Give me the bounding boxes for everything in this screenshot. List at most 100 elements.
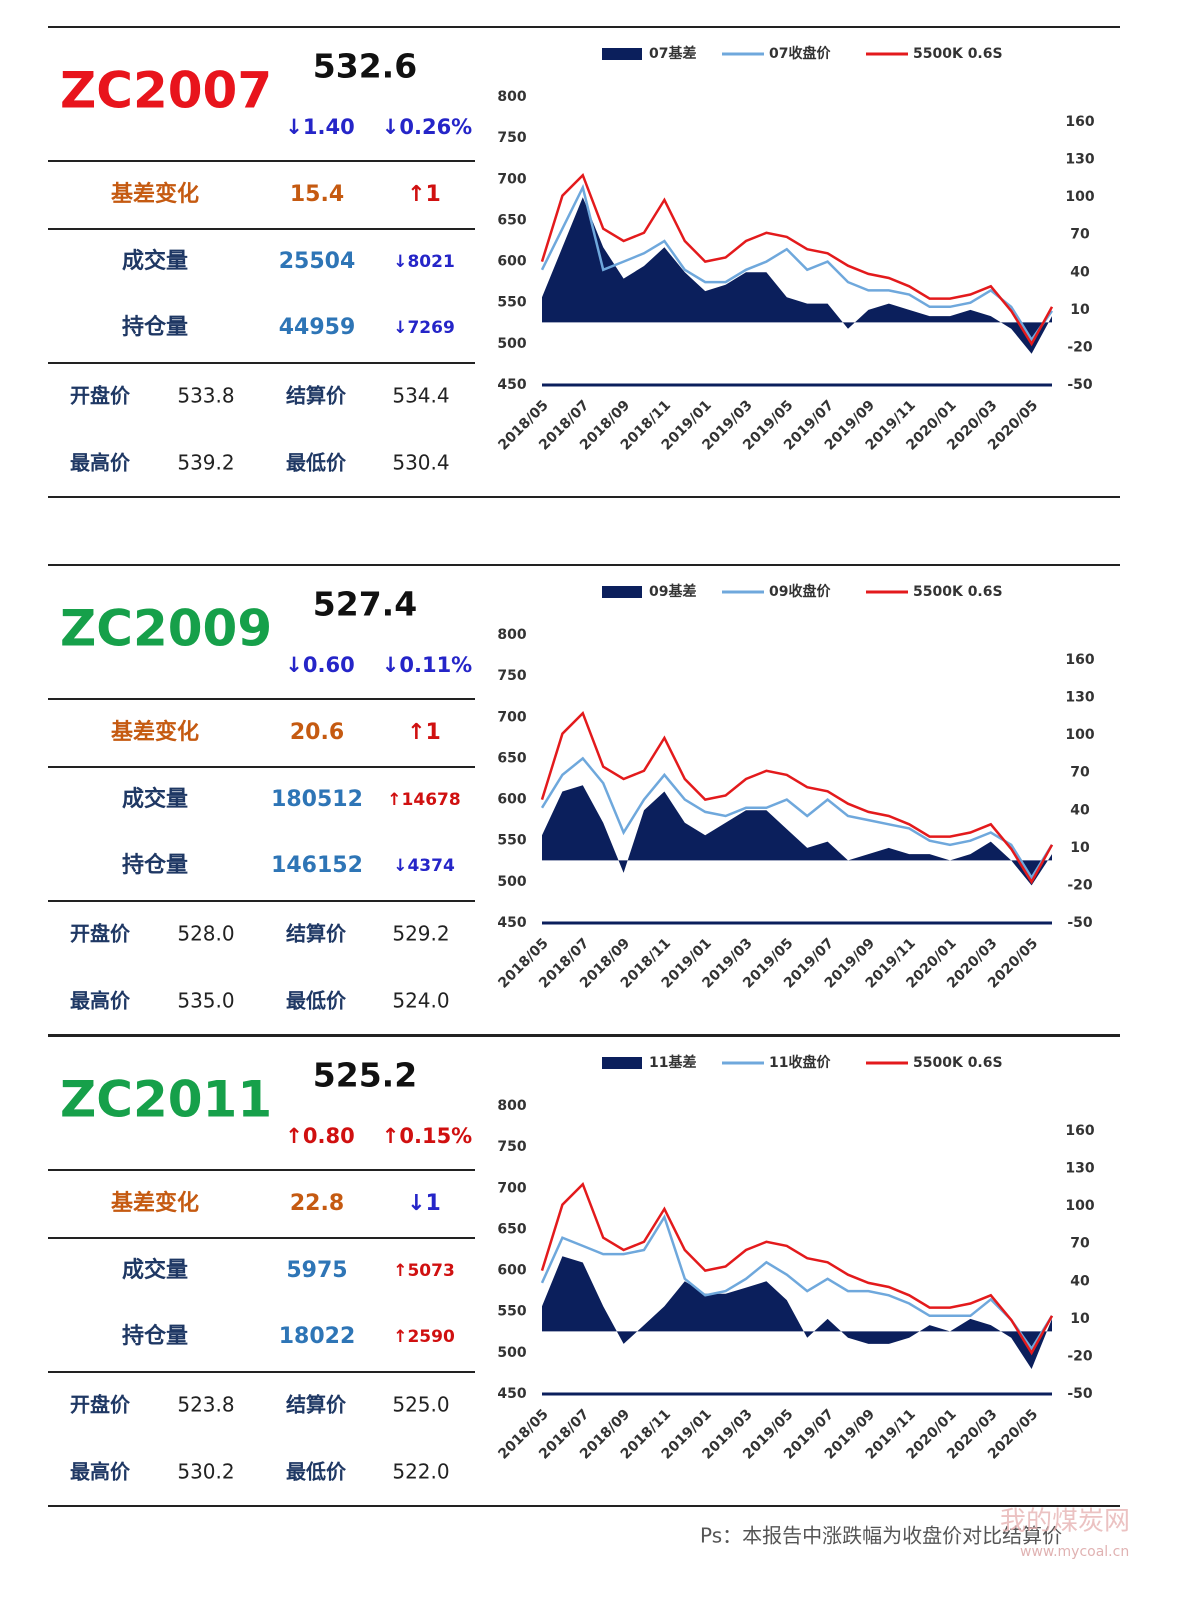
price-label: 最低价 bbox=[286, 451, 347, 475]
y2-tick-label: 70 bbox=[1070, 1236, 1090, 1252]
price-value: 524.0 bbox=[392, 989, 449, 1013]
legend-label: 11基差 bbox=[649, 1054, 696, 1071]
y-tick-label: 450 bbox=[497, 915, 526, 931]
price-line bbox=[540, 710, 1054, 885]
price-line bbox=[540, 756, 1054, 881]
y-tick-label: 650 bbox=[497, 212, 526, 228]
y2-tick-label: -50 bbox=[1067, 915, 1093, 931]
y2-tick-label: 100 bbox=[1065, 1198, 1094, 1214]
row-value: 180512 bbox=[271, 787, 363, 812]
y2-tick-label: 130 bbox=[1065, 1161, 1094, 1177]
row-label: 基差变化 bbox=[111, 181, 199, 207]
price-label: 开盘价 bbox=[70, 384, 131, 408]
price: 532.6 bbox=[313, 47, 417, 86]
row-label: 基差变化 bbox=[111, 1190, 199, 1216]
y2-tick-label: -20 bbox=[1067, 1348, 1093, 1364]
y-tick-label: 700 bbox=[497, 709, 526, 725]
row-change: ↑1 bbox=[407, 720, 441, 745]
y2-tick-label: 40 bbox=[1070, 802, 1090, 818]
price-line bbox=[540, 183, 1054, 342]
legend-label: 07基差 bbox=[649, 45, 696, 62]
y2-tick-label: 10 bbox=[1070, 1311, 1090, 1327]
row-change: ↓1 bbox=[407, 1191, 441, 1216]
y-tick-label: 500 bbox=[497, 874, 526, 890]
y-tick-label: 750 bbox=[497, 668, 526, 684]
y-tick-label: 550 bbox=[497, 833, 526, 849]
y-tick-label: 750 bbox=[497, 130, 526, 146]
row-label: 持仓量 bbox=[122, 314, 188, 340]
price-value: 533.8 bbox=[177, 384, 234, 408]
y-tick-label: 500 bbox=[497, 1345, 526, 1361]
price-value: 530.4 bbox=[392, 451, 449, 475]
row-change: ↑14678 bbox=[387, 790, 460, 810]
legend-swatch bbox=[602, 1057, 642, 1069]
watermark-url: www.mycoal.cn bbox=[1020, 1544, 1129, 1560]
price-value: 523.8 bbox=[177, 1393, 234, 1417]
y2-tick-label: 10 bbox=[1070, 840, 1090, 856]
price-label: 最高价 bbox=[70, 1460, 131, 1484]
price-value: 529.2 bbox=[392, 922, 449, 946]
price-value: 530.2 bbox=[177, 1460, 234, 1484]
y2-tick-label: 70 bbox=[1070, 765, 1090, 781]
row-change: ↑1 bbox=[407, 182, 441, 207]
row-change: ↓4374 bbox=[393, 856, 455, 876]
price-label: 结算价 bbox=[286, 922, 347, 946]
row-change: ↓7269 bbox=[393, 318, 455, 338]
basis-area bbox=[542, 785, 1052, 886]
legend-label: 11收盘价 bbox=[769, 1054, 831, 1071]
row-label: 成交量 bbox=[122, 786, 188, 812]
row-value: 20.6 bbox=[290, 720, 344, 745]
change: ↑0.80 bbox=[285, 1124, 354, 1148]
contract-code: ZC2009 bbox=[60, 600, 272, 658]
price-value: 525.0 bbox=[392, 1393, 449, 1417]
y-tick-label: 750 bbox=[497, 1139, 526, 1155]
price-value: 535.0 bbox=[177, 989, 234, 1013]
legend-label: 5500K 0.6S bbox=[913, 1055, 1003, 1071]
price-label: 结算价 bbox=[286, 384, 347, 408]
legend-swatch bbox=[602, 586, 642, 598]
y-tick-label: 800 bbox=[497, 1098, 526, 1114]
legend-label: 5500K 0.6S bbox=[913, 584, 1003, 600]
row-value: 15.4 bbox=[290, 182, 344, 207]
row-label: 基差变化 bbox=[111, 719, 199, 745]
y-tick-label: 800 bbox=[497, 89, 526, 105]
row-value: 146152 bbox=[271, 853, 363, 878]
basis-area bbox=[542, 197, 1052, 354]
y2-tick-label: 100 bbox=[1065, 727, 1094, 743]
row-change: ↑5073 bbox=[393, 1261, 455, 1281]
y-tick-label: 650 bbox=[497, 750, 526, 766]
change-pct: ↓0.11% bbox=[382, 653, 472, 677]
price-label: 最低价 bbox=[286, 989, 347, 1013]
y2-tick-label: -20 bbox=[1067, 339, 1093, 355]
legend-label: 07收盘价 bbox=[769, 45, 831, 62]
price-line bbox=[540, 1181, 1054, 1356]
price: 527.4 bbox=[313, 585, 417, 624]
change: ↓0.60 bbox=[285, 653, 354, 677]
y-tick-label: 700 bbox=[497, 1180, 526, 1196]
row-change: ↓8021 bbox=[393, 252, 455, 272]
row-value: 5975 bbox=[286, 1258, 347, 1283]
y2-tick-label: -20 bbox=[1067, 877, 1093, 893]
y2-tick-label: -50 bbox=[1067, 1386, 1093, 1402]
y2-tick-label: 100 bbox=[1065, 189, 1094, 205]
price-line bbox=[540, 172, 1054, 347]
y2-tick-label: 160 bbox=[1065, 114, 1094, 130]
y-tick-label: 600 bbox=[497, 792, 526, 808]
price-line bbox=[540, 1214, 1054, 1351]
y2-tick-label: 10 bbox=[1070, 302, 1090, 318]
legend-label: 5500K 0.6S bbox=[913, 46, 1003, 62]
row-label: 持仓量 bbox=[122, 1323, 188, 1349]
y-tick-label: 800 bbox=[497, 627, 526, 643]
contract-code: ZC2007 bbox=[60, 62, 272, 120]
row-value: 22.8 bbox=[290, 1191, 344, 1216]
price-value: 534.4 bbox=[392, 384, 449, 408]
y-tick-label: 600 bbox=[497, 254, 526, 270]
y2-tick-label: 130 bbox=[1065, 690, 1094, 706]
price-value: 528.0 bbox=[177, 922, 234, 946]
change: ↓1.40 bbox=[285, 115, 354, 139]
price-label: 结算价 bbox=[286, 1393, 347, 1417]
legend-label: 09收盘价 bbox=[769, 583, 831, 600]
row-label: 持仓量 bbox=[122, 852, 188, 878]
y2-tick-label: -50 bbox=[1067, 377, 1093, 393]
row-value: 18022 bbox=[279, 1324, 356, 1349]
